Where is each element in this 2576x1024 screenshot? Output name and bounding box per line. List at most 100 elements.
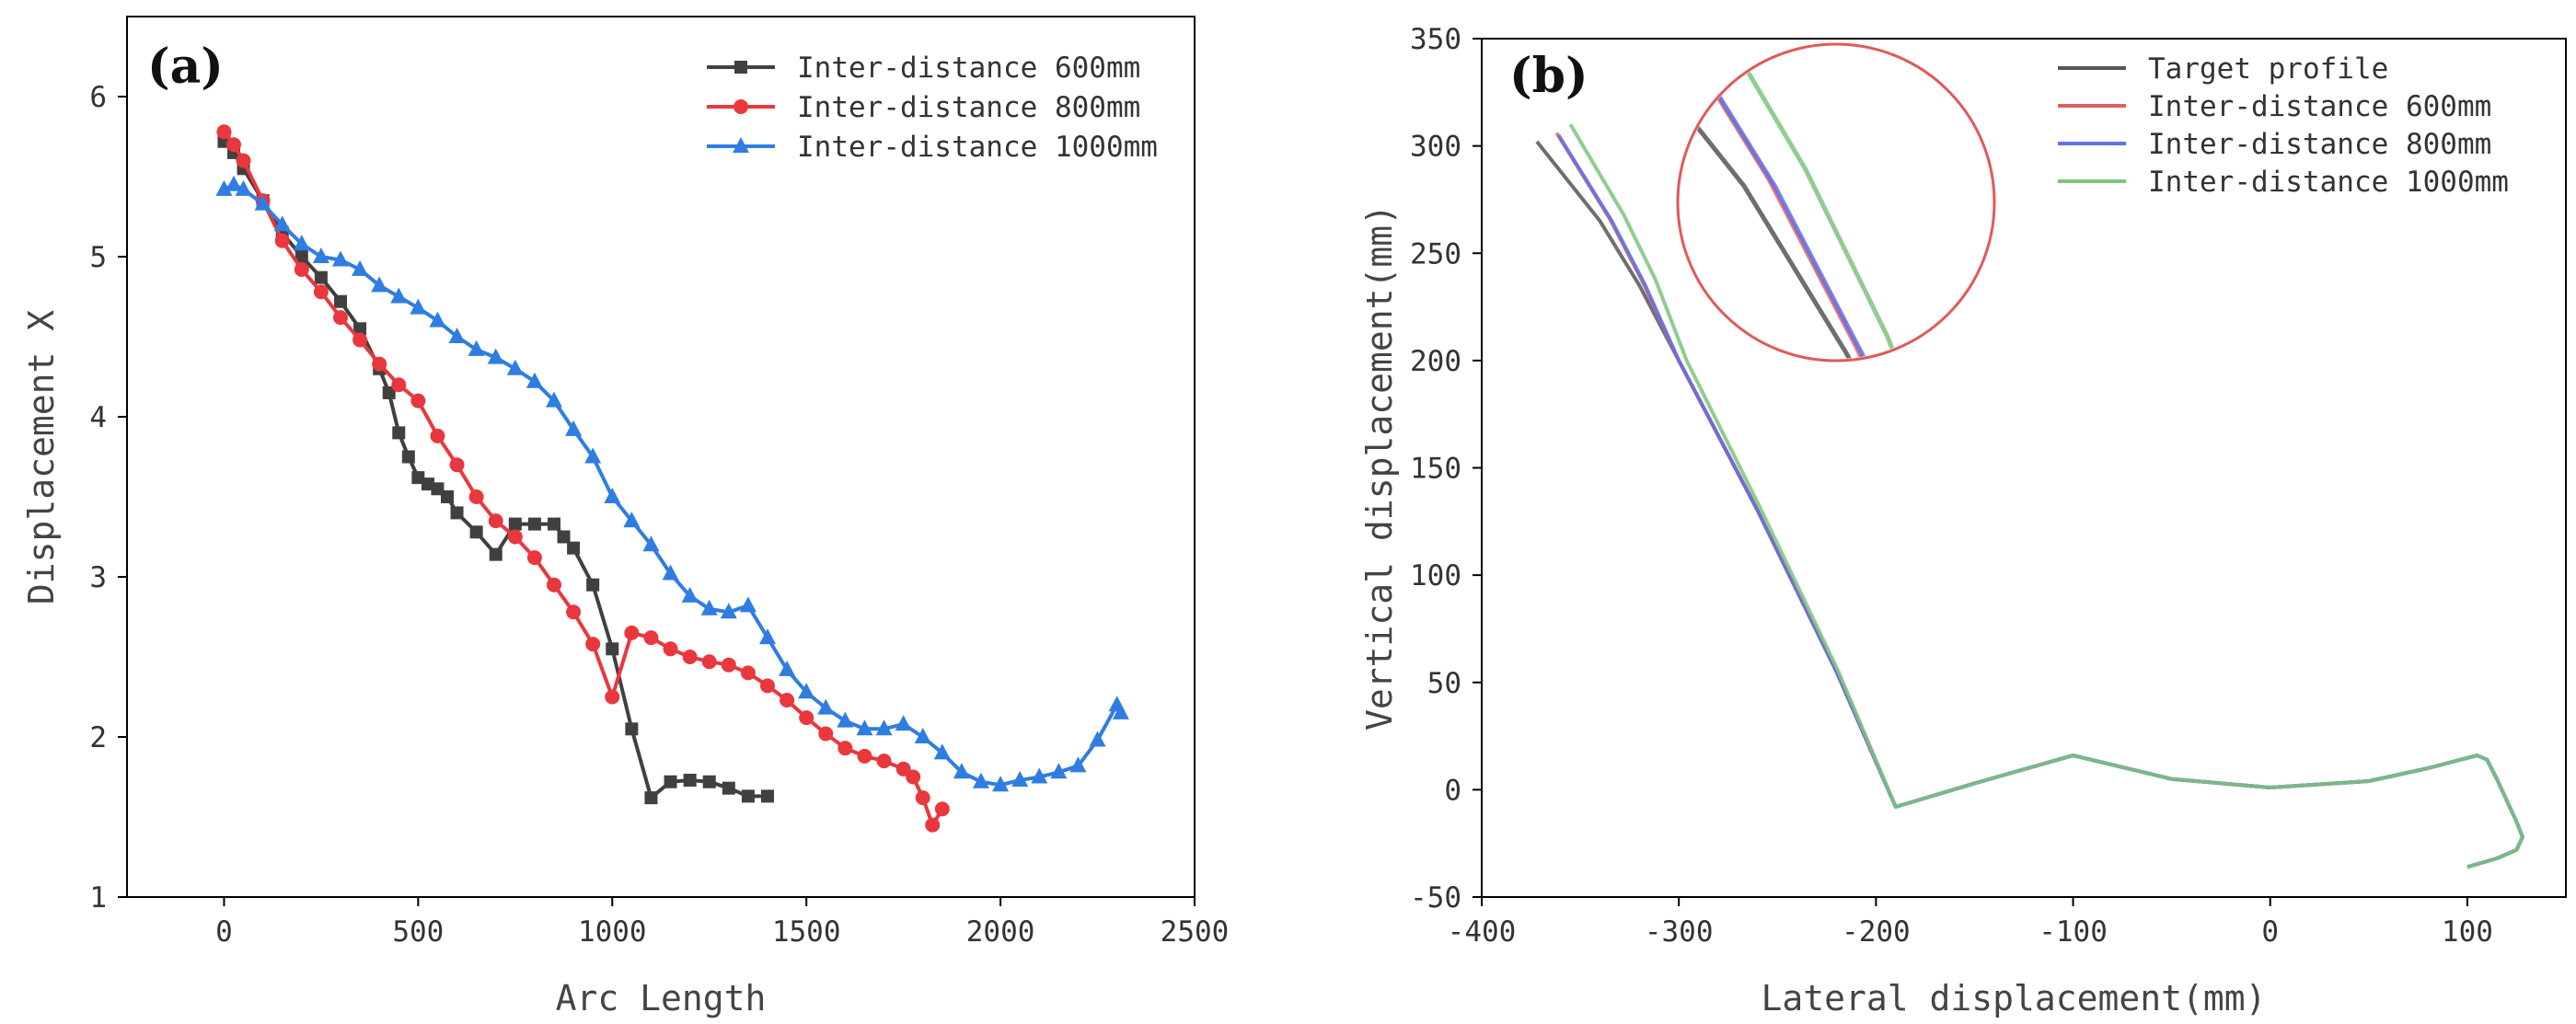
data-point-inter-distance-1000mm xyxy=(1089,731,1106,747)
data-point-inter-distance-600mm xyxy=(606,642,619,656)
data-point-inter-distance-600mm xyxy=(441,490,454,503)
data-point-inter-distance-1000mm xyxy=(235,179,252,196)
data-point-inter-distance-800mm xyxy=(547,577,561,593)
x-tick-label: -300 xyxy=(1645,915,1714,949)
data-point-inter-distance-600mm xyxy=(392,426,406,440)
data-point-inter-distance-600mm xyxy=(702,775,716,788)
data-point-inter-distance-1000mm xyxy=(720,603,737,619)
data-point-inter-distance-600mm xyxy=(761,789,774,803)
plot-frame-a xyxy=(126,16,1196,898)
legend-label-inter-distance-800mm: Inter-distance 800mm xyxy=(797,91,1140,124)
data-point-inter-distance-800mm xyxy=(857,748,872,764)
y-tick-label: 100 xyxy=(1410,559,1461,593)
data-point-inter-distance-600mm xyxy=(382,385,396,399)
legend-b: Target profile Inter-distance 600mm Inter-… xyxy=(2058,52,2509,199)
data-point-inter-distance-600mm xyxy=(295,250,308,263)
legend-marker-inter-distance-800mm xyxy=(734,99,748,114)
data-point-inter-distance-600mm xyxy=(353,322,367,336)
legend-label-inter-distance-600mm: Inter-distance 600mm xyxy=(797,52,1140,85)
series-group-b xyxy=(1535,123,2524,869)
y-ticks-a: 1 2 3 4 5 6 xyxy=(89,81,127,915)
data-point-inter-distance-1000mm xyxy=(1050,763,1068,779)
data-point-inter-distance-600mm xyxy=(489,547,502,561)
data-point-inter-distance-800mm xyxy=(391,377,407,393)
data-point-inter-distance-600mm xyxy=(334,294,347,308)
data-point-inter-distance-800mm xyxy=(430,428,445,443)
y-tick-label: 300 xyxy=(1410,131,1461,164)
data-point-inter-distance-1000mm xyxy=(973,772,989,788)
y-tick-label: 5 xyxy=(89,241,107,274)
data-point-inter-distance-800mm xyxy=(585,637,601,652)
panel-label-a: (a) xyxy=(147,39,224,95)
legend-label-inter-distance-600mm: Inter-distance 600mm xyxy=(2148,90,2491,123)
data-point-inter-distance-600mm xyxy=(644,791,658,805)
chart-panel-b: (b) -400 -300 -200 -100 0 100 -50 0 50 100 150 200… xyxy=(1359,23,2567,1018)
data-point-inter-distance-600mm xyxy=(567,541,581,555)
y-tick-label: 6 xyxy=(89,81,107,114)
y-tick-label: 2 xyxy=(89,721,107,754)
legend-label-inter-distance-1000mm: Inter-distance 1000mm xyxy=(797,131,1158,164)
data-point-inter-distance-1000mm xyxy=(1011,770,1029,787)
data-point-inter-distance-1000mm xyxy=(1069,756,1087,773)
data-point-inter-distance-800mm xyxy=(682,650,698,664)
data-point-inter-distance-1000mm xyxy=(875,719,893,736)
data-point-inter-distance-1000mm xyxy=(273,215,291,232)
data-point-inter-distance-800mm xyxy=(906,769,921,785)
data-point-inter-distance-800mm xyxy=(236,153,251,168)
data-point-inter-distance-1000mm xyxy=(933,743,951,760)
data-point-inter-distance-800mm xyxy=(313,284,329,300)
y-tick-label: 200 xyxy=(1410,345,1461,378)
y-tick-label: 1 xyxy=(89,881,107,915)
y-tick-label: 4 xyxy=(89,401,107,434)
data-point-inter-distance-1000mm xyxy=(681,586,699,603)
data-point-inter-distance-800mm xyxy=(701,654,717,670)
data-point-inter-distance-800mm xyxy=(507,529,523,545)
data-point-inter-distance-1000mm xyxy=(546,391,562,408)
data-point-inter-distance-1000mm xyxy=(215,179,233,196)
data-point-inter-distance-800mm xyxy=(216,124,232,140)
data-point-inter-distance-800mm xyxy=(410,393,426,408)
x-tick-label: -200 xyxy=(1842,915,1911,949)
data-point-inter-distance-600mm xyxy=(401,450,415,464)
data-point-inter-distance-1000mm xyxy=(1112,703,1129,719)
y-tick-label: 350 xyxy=(1410,23,1461,56)
data-point-inter-distance-800mm xyxy=(226,137,241,153)
data-point-inter-distance-1000mm xyxy=(468,339,485,356)
data-point-inter-distance-600mm xyxy=(508,517,522,531)
data-point-inter-distance-1000mm xyxy=(565,420,583,436)
y-tick-label: -50 xyxy=(1410,881,1461,915)
data-point-inter-distance-600mm xyxy=(548,517,560,531)
data-point-inter-distance-1000mm xyxy=(779,660,796,676)
data-point-inter-distance-1000mm xyxy=(642,535,660,552)
data-point-inter-distance-1000mm xyxy=(332,250,349,267)
data-point-inter-distance-1000mm xyxy=(992,776,1010,792)
data-point-inter-distance-800mm xyxy=(895,761,911,777)
data-point-inter-distance-1000mm xyxy=(448,328,466,343)
legend-a: Inter-distance 600mm Inter-distance 800mm… xyxy=(707,52,1158,164)
panel-label-b: (b) xyxy=(1509,48,1588,104)
zoom-inset-circle xyxy=(1676,42,1996,362)
data-point-inter-distance-1000mm xyxy=(352,259,369,276)
data-point-inter-distance-1000mm xyxy=(1031,767,1048,784)
data-point-inter-distance-600mm xyxy=(664,775,677,788)
series-line-inter-distance-1000mm xyxy=(1568,123,2524,869)
data-point-inter-distance-800mm xyxy=(468,489,484,504)
data-point-inter-distance-800mm xyxy=(780,692,795,708)
data-point-inter-distance-800mm xyxy=(740,665,756,681)
y-tick-label: 0 xyxy=(1444,774,1461,807)
x-tick-label: 0 xyxy=(2261,915,2279,949)
data-point-inter-distance-600mm xyxy=(411,471,425,485)
data-point-inter-distance-1000mm xyxy=(895,715,912,731)
data-point-inter-distance-1000mm xyxy=(371,276,388,293)
data-point-inter-distance-800mm xyxy=(274,233,290,248)
data-point-inter-distance-800mm xyxy=(760,678,775,694)
x-ticks-b: -400 -300 -200 -100 0 100 xyxy=(1448,897,2493,949)
data-point-inter-distance-800mm xyxy=(605,689,620,705)
x-tick-label: -100 xyxy=(2039,915,2108,949)
data-point-inter-distance-1000mm xyxy=(914,728,931,743)
data-point-inter-distance-1000mm xyxy=(254,194,271,211)
data-point-inter-distance-600mm xyxy=(683,773,697,787)
data-point-inter-distance-1000mm xyxy=(506,359,524,375)
data-point-inter-distance-800mm xyxy=(643,630,659,646)
